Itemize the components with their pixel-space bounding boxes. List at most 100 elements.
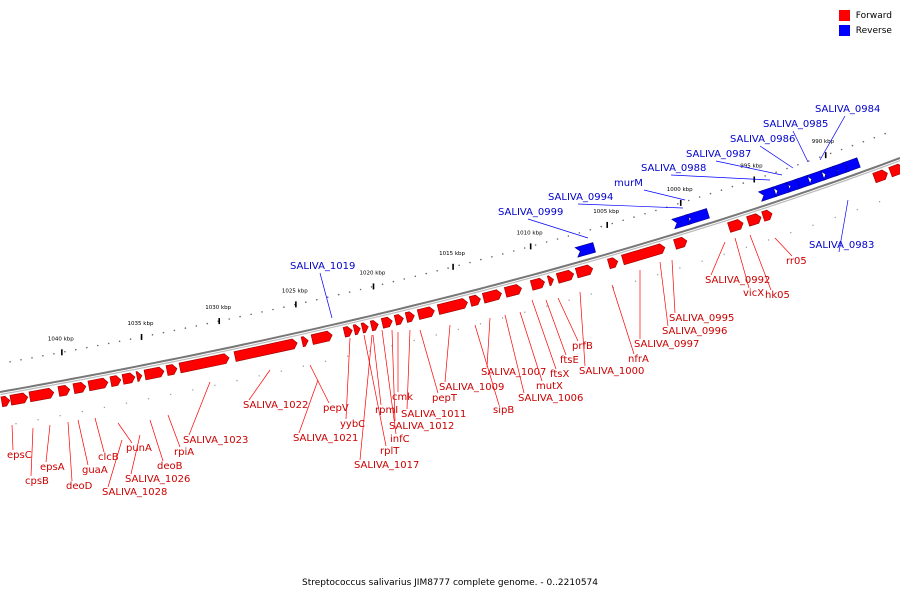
scale-dot [851,144,854,147]
scale-dot [305,301,307,304]
forward-gene [28,387,55,403]
forward-label-leader [77,419,89,466]
forward-gene [468,294,481,307]
scale-dot [64,350,66,353]
forward-label-leader [345,337,351,420]
scale-dot [31,357,33,359]
forward-label-leader [659,261,669,327]
scale-dot [812,224,814,226]
forward-label: SALIVA_1022 [243,400,308,411]
forward-label: deoD [66,481,93,492]
forward-gene [57,384,71,397]
forward-gene [546,275,554,287]
scale-dot [634,280,637,282]
scale-tick-label: 1015 kbp [439,251,465,257]
scale-dot [556,238,559,240]
forward-label-leader [406,329,411,410]
scale-tick-label: 1025 kbp [282,288,308,294]
scale-dot [578,232,581,234]
forward-gene [352,324,361,336]
reverse-label-leader [759,145,794,169]
backbone-shadow [0,159,900,396]
forward-label-leader [381,329,397,435]
scale-dot [107,342,110,345]
scale-dot [81,410,84,413]
forward-label-leader [167,414,181,448]
forward-label-leader [749,234,772,291]
reverse-gene [757,186,777,202]
forward-label: ftsE [560,355,579,366]
scale-dot [86,346,88,349]
scale-dot [513,250,515,252]
reverse-label-leader [819,115,846,161]
forward-label: prfB [572,341,593,352]
forward-gene [72,381,87,394]
scale-dot [469,261,471,264]
scale-tick-label: 1010 kbp [517,230,543,236]
forward-label-leader [363,334,387,447]
scale-dot [195,325,198,327]
scale-dot [568,299,570,301]
reverse-label-leader [577,203,684,209]
scale-dot [856,209,859,211]
forward-gene [9,392,29,406]
forward-label: SALIVA_1009 [439,382,504,393]
forward-gene [673,236,688,250]
scale-dot [622,219,624,222]
scale-dot [381,283,384,286]
scale-dot [501,317,504,319]
forward-label-leader [94,417,105,453]
forward-gene [300,336,309,348]
reverse-gene [685,208,710,225]
scale-dot [611,222,613,225]
forward-gene [109,375,122,387]
forward-label-leader [519,311,543,382]
forward-label: SALIVA_0997 [634,339,699,350]
forward-label: SALIVA_0992 [705,275,770,286]
forward-gene [529,277,545,291]
forward-label-leader [774,237,793,257]
forward-label-leader [107,439,123,488]
forward-label: SALIVA_0995 [669,313,734,324]
scale-tick-label: 1000 kbp [667,187,693,193]
scale-dot [447,267,449,269]
reverse-label-leader [715,160,783,176]
legend: Forward Reverse [838,8,892,38]
forward-label: SALIVA_1012 [389,421,454,432]
scale-dot [258,375,260,377]
scale-dot [20,359,22,361]
forward-label: SALIVA_1007 [481,367,546,378]
forward-gene [574,264,594,279]
reverse-label: SALIVA_0999 [498,207,563,218]
forward-label: rr05 [786,256,807,267]
forward-label: rpmI [375,405,398,416]
forward-label: SALIVA_1011 [401,409,466,420]
scale-dot [414,275,417,278]
scale-dot [162,331,165,334]
scale-dot [709,192,712,195]
forward-label: yybC [340,419,365,430]
forward-label-leader [419,329,439,394]
forward-label-leader [391,329,396,422]
scale-dot [173,329,176,332]
forward-label: epsC [7,450,32,461]
forward-label: rpiA [174,447,194,458]
scale-dot [546,305,548,307]
forward-label: mutX [536,381,563,392]
scale-dot [491,255,493,258]
forward-label-leader [130,434,141,475]
forward-label: vicX [743,288,764,299]
scale-dot [228,318,230,320]
scale-dot [884,132,886,135]
scale-tick-label: 1020 kbp [359,270,385,276]
forward-gene [607,257,619,270]
scale-dot [829,152,832,155]
scale-dot [359,288,362,291]
scale-dot [151,334,154,336]
scale-dot [280,370,282,372]
scale-dot [214,384,216,386]
scale-dot [834,216,836,219]
scale-dot [878,201,881,203]
scale-dot [840,148,843,151]
forward-gene [416,306,435,320]
